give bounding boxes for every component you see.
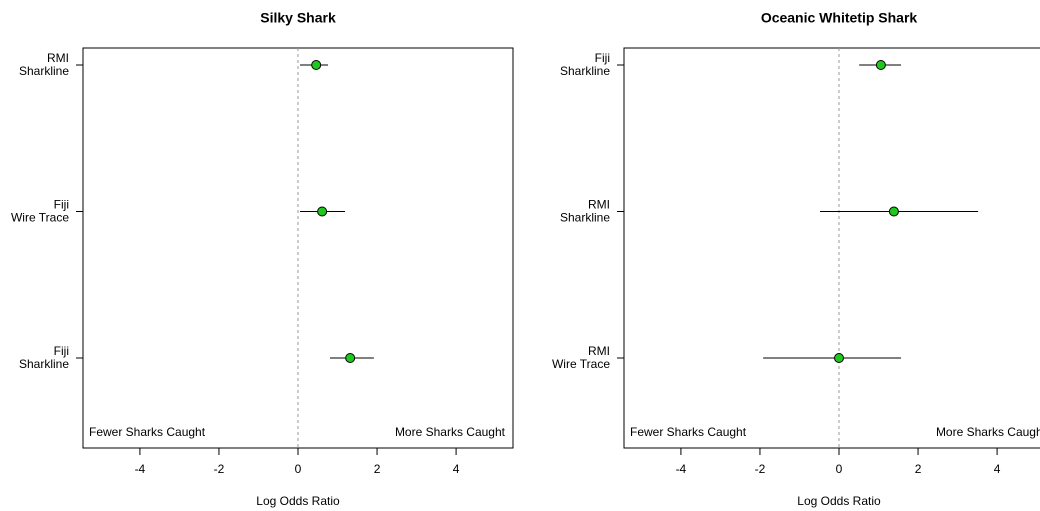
point-estimate (311, 60, 322, 70)
point-estimate (875, 60, 886, 70)
y-tick-label: Fiji Sharkline (19, 344, 69, 371)
x-tick-label: 2 (915, 462, 922, 476)
x-tick-label: 0 (295, 462, 302, 476)
point-estimate (888, 206, 899, 217)
annotation: Fewer Sharks Caught (630, 425, 747, 439)
y-tick-label: RMI Sharkline (560, 198, 610, 225)
annotation: Fewer Sharks Caught (89, 425, 206, 439)
y-tick-label: RMI Sharkline (19, 51, 69, 78)
x-tick-label: 4 (453, 462, 460, 476)
chart-title: Oceanic Whitetip Shark (761, 10, 918, 26)
x-axis-label: Log Odds Ratio (797, 494, 881, 508)
x-tick-label: -4 (135, 462, 146, 476)
plot-frame (623, 47, 1040, 449)
point-estimate (345, 353, 356, 363)
x-axis-label: Log Odds Ratio (256, 494, 340, 508)
x-tick-label: 2 (374, 462, 381, 476)
y-tick-label: Fiji Wire Trace (11, 198, 69, 225)
x-tick-label: -2 (755, 462, 766, 476)
y-tick-label: Fiji Sharkline (560, 51, 610, 78)
chart-title: Silky Shark (260, 10, 336, 26)
x-tick-label: 4 (994, 462, 1001, 476)
point-estimate (834, 353, 844, 363)
x-tick-label: 0 (836, 462, 843, 476)
y-tick-label: RMI Wire Trace (552, 344, 610, 371)
x-tick-label: -2 (214, 462, 225, 476)
annotation: More Sharks Caught (936, 425, 1040, 439)
x-tick-label: -4 (676, 462, 687, 476)
annotation: More Sharks Caught (395, 425, 506, 439)
point-estimate (317, 206, 328, 217)
